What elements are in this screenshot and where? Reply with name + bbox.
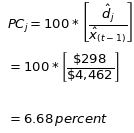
Text: $= 100 * \left[\dfrac{\$298}{\$4{,}462}\right]$: $= 100 * \left[\dfrac{\$298}{\$4{,}462}\…: [7, 49, 119, 84]
Text: $= 6.68\,\mathit{percent}$: $= 6.68\,\mathit{percent}$: [7, 112, 108, 128]
Text: $PC_j = 100 * \left[\dfrac{\hat{d}_j}{\hat{x}_{(t-1)}}\right]$: $PC_j = 100 * \left[\dfrac{\hat{d}_j}{\h…: [7, 0, 133, 45]
